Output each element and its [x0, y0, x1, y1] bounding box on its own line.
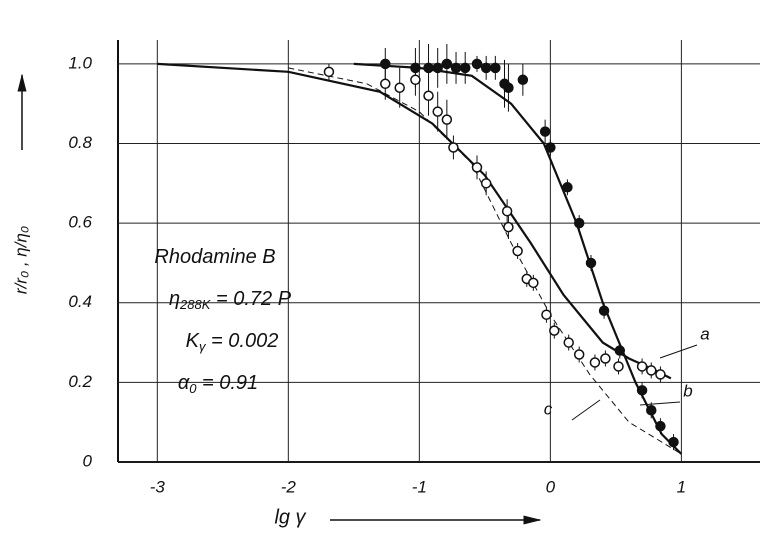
data-point: [503, 82, 514, 94]
curve-leader: [571, 399, 601, 421]
x-tick-label: 1: [677, 477, 686, 496]
data-point: [423, 62, 434, 74]
data-point: [636, 385, 648, 396]
data-point: [528, 277, 539, 289]
x-tick-label: -2: [281, 477, 297, 496]
annotation: η288K = 0.72 P: [169, 288, 292, 312]
data-point: [585, 257, 597, 269]
data-point: [501, 205, 513, 217]
data-point: [471, 58, 483, 70]
data-point: [517, 74, 529, 86]
data-point: [450, 62, 462, 74]
annotation-sub: γ: [199, 339, 207, 354]
data-point: [380, 78, 391, 90]
data-point: [441, 58, 453, 70]
annotation-tail: = 0.91: [196, 372, 258, 394]
data-point: [323, 66, 335, 78]
data-point: [394, 82, 405, 94]
annotation-main: η: [169, 288, 180, 310]
data-point: [613, 361, 624, 372]
data-point: [668, 436, 679, 448]
curve-leader: [659, 344, 698, 359]
annotation-main: K: [186, 330, 201, 352]
y-tick-label: 0.4: [68, 292, 92, 311]
data-point: [432, 62, 443, 74]
data-point: [614, 345, 626, 356]
data-point: [471, 162, 483, 173]
y-tick-label: 0.8: [68, 133, 92, 152]
data-point: [503, 221, 514, 233]
data-point: [539, 126, 551, 137]
data-point: [459, 62, 471, 74]
fit-curve: [288, 67, 682, 455]
data-point: [545, 142, 556, 153]
fit-curve: [157, 62, 672, 380]
data-point: [410, 74, 421, 86]
data-point: [598, 305, 610, 316]
data-point: [573, 217, 585, 229]
annotation: Rhodamine B: [154, 246, 275, 268]
annotation-tail: = 0.72 P: [210, 288, 291, 310]
x-tick-label: 0: [546, 477, 556, 496]
data-point: [490, 62, 501, 74]
data-point: [600, 353, 611, 364]
data-point: [448, 142, 459, 153]
x-axis-label: lg γ: [274, 506, 306, 528]
data-point: [563, 337, 574, 348]
annotation-sub: 0: [189, 381, 197, 396]
annotation: Kγ = 0.002: [186, 330, 279, 354]
data-point: [380, 58, 391, 70]
data-point: [562, 182, 573, 193]
y-tick-label: 0.2: [68, 372, 92, 391]
data-point: [480, 178, 492, 189]
data-point: [423, 90, 434, 101]
data-point: [432, 106, 443, 117]
data-point: [549, 325, 560, 336]
data-point: [573, 349, 585, 360]
data-point: [655, 369, 666, 380]
curve-label: c: [544, 399, 553, 418]
x-tick-label: -1: [412, 477, 427, 496]
data-point: [441, 114, 453, 125]
data-point: [480, 62, 492, 74]
y-tick-label: 0.6: [68, 213, 92, 232]
annotation: α0 = 0.91: [178, 372, 258, 396]
y-axis-label: r/r₀ , η/η₀: [11, 226, 30, 294]
y-tick-label: 0: [83, 451, 93, 470]
curve-label: b: [683, 381, 692, 400]
curve-leader: [639, 401, 681, 406]
y-tick-label: 1.0: [68, 53, 92, 72]
x-tick-label: -3: [150, 477, 166, 496]
annotation-main: Rhodamine B: [154, 246, 275, 268]
data-point: [541, 309, 552, 320]
data-point: [655, 420, 666, 432]
data-point: [636, 361, 648, 372]
data-point: [646, 404, 657, 416]
data-point: [646, 365, 657, 376]
annotation-sub: 288K: [179, 297, 212, 312]
annotation-main: α: [178, 372, 190, 394]
annotation-tail: = 0.002: [206, 330, 279, 352]
curve-label: a: [700, 324, 709, 343]
data-point: [512, 245, 523, 257]
data-point: [589, 357, 601, 368]
